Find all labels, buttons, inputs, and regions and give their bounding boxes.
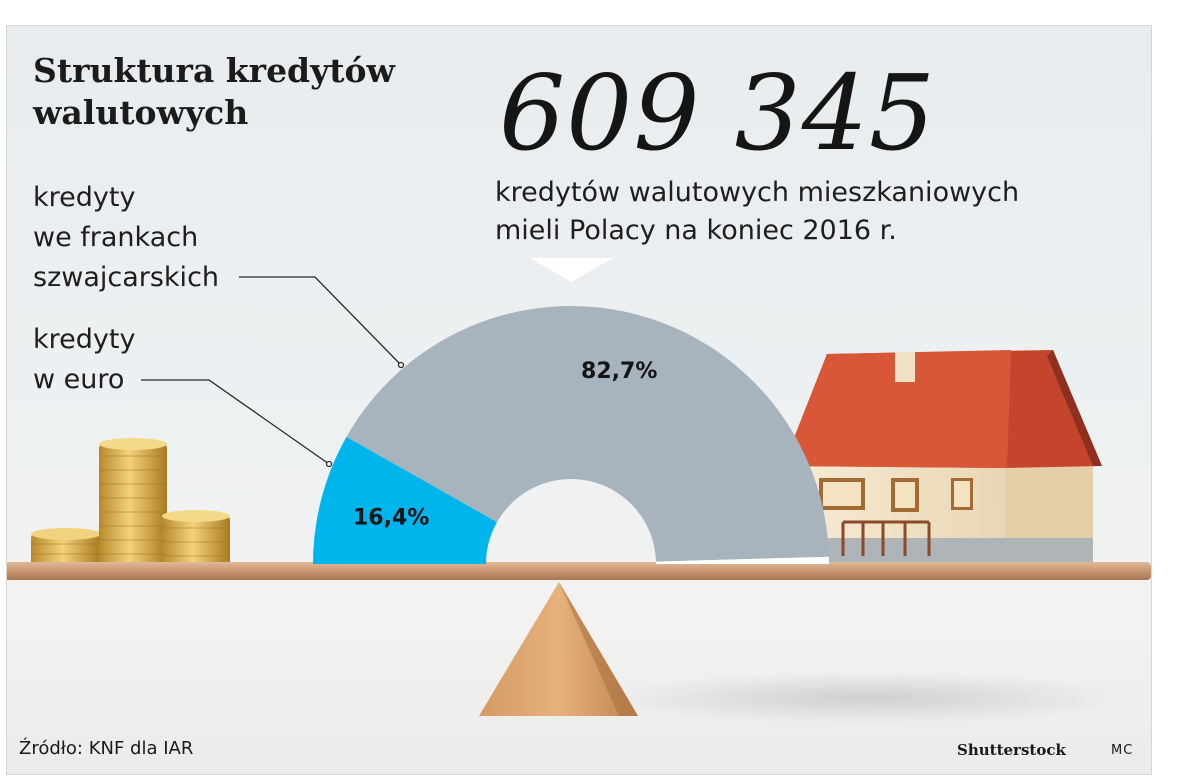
headline-description: kredytów walutowych mieszkaniowych mieli… (495, 177, 1020, 246)
floor-shadow (607, 672, 1127, 724)
donut-label-eur: 16,4% (353, 506, 429, 531)
leader-lines (141, 276, 405, 468)
headline-number: 609 345 (499, 52, 937, 174)
legend-label-eur: kredyty w euro (33, 324, 136, 395)
donut-segment-chf (346, 306, 829, 562)
donut-segment-remainder (655, 556, 829, 564)
chart-title: Struktura kredytów walutowych (33, 51, 395, 132)
seesaw-plank (7, 562, 1151, 580)
donut-label-chf: 82,7% (581, 359, 657, 384)
legend-label-chf: kredyty we frankach szwajcarskich (33, 182, 220, 293)
half-donut-chart: 16,4% 82,7% (313, 306, 829, 564)
house-illustration (783, 350, 1102, 566)
donut-segment-eur (313, 436, 498, 564)
fulcrum-edge (559, 582, 638, 716)
leader-line-eur (141, 379, 330, 465)
photo-credit: Shutterstock (957, 741, 1066, 759)
source-note: Źródło: KNF dla IAR (19, 738, 194, 759)
author-initials: MC (1111, 743, 1134, 758)
pointer-triangle (530, 258, 613, 282)
infographic-frame: 16,4% 82,7% Struktura kredytów walutowych… (6, 25, 1152, 775)
leader-dot-chf (397, 361, 405, 369)
scene-illustration: 16,4% 82,7% (7, 258, 1151, 724)
fulcrum-wedge (479, 582, 638, 716)
leader-line-chf (239, 276, 402, 366)
coin-stacks (31, 438, 230, 566)
leader-dot-eur (325, 460, 333, 468)
